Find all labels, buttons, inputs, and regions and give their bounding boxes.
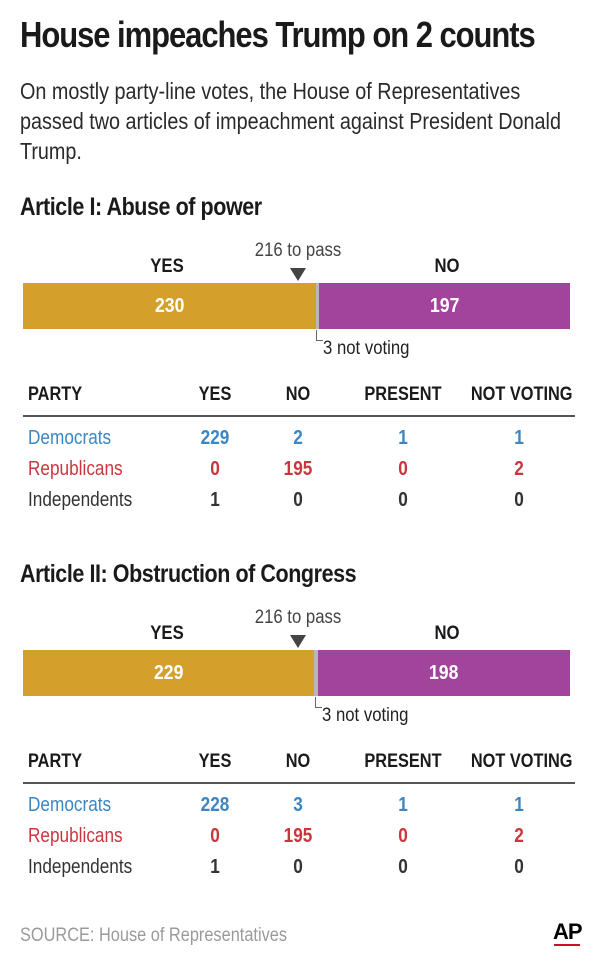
header-no: NO <box>285 384 311 405</box>
article-heading: Article II: Obstruction of Congress <box>20 560 357 588</box>
not-voting-bar-segment <box>315 283 320 329</box>
cell-not-voting: 1 <box>514 794 524 816</box>
page-subtitle: On mostly party-line votes, the House of… <box>20 78 561 164</box>
cell-not-voting: 1 <box>514 427 524 449</box>
yes-value-label: 230 <box>154 294 184 317</box>
yes-bar-segment: 229 <box>23 650 315 696</box>
page-title: House impeaches Trump on 2 counts <box>20 14 536 55</box>
cell-present: 0 <box>398 825 408 847</box>
header-party: PARTY <box>28 751 83 772</box>
article-heading: Article I: Abuse of power <box>20 193 262 221</box>
cell-yes: 0 <box>210 825 220 847</box>
cell-party: Democrats <box>28 794 112 816</box>
cell-yes: 229 <box>200 427 230 449</box>
table-row: Independents 1 0 0 0 <box>23 485 575 516</box>
not-voting-bar-segment <box>314 650 319 696</box>
cell-not-voting: 2 <box>514 458 524 480</box>
not-voting-connector <box>316 330 324 341</box>
cell-not-voting: 0 <box>514 489 524 511</box>
header-party: PARTY <box>28 384 83 405</box>
vote-bar: 229 198 <box>23 650 570 696</box>
cell-no: 195 <box>283 458 313 480</box>
source-note: SOURCE: House of Representatives <box>20 925 288 946</box>
no-bar-segment: 197 <box>319 283 570 329</box>
table-row: Republicans 0 195 0 2 <box>23 821 575 852</box>
ap-logo-underline <box>554 944 580 946</box>
header-present: PRESENT <box>364 751 442 772</box>
cell-present: 1 <box>398 794 408 816</box>
pass-threshold-label: 216 to pass <box>254 607 341 628</box>
cell-no: 195 <box>283 825 313 847</box>
header-not-voting: NOT VOTING <box>470 751 573 772</box>
cell-yes: 1 <box>210 489 220 511</box>
cell-no: 0 <box>293 489 303 511</box>
cell-party: Republicans <box>28 458 123 480</box>
table-row: Independents 1 0 0 0 <box>23 852 575 883</box>
header-no: NO <box>285 751 311 772</box>
cell-not-voting: 2 <box>514 825 524 847</box>
pass-threshold-marker <box>289 268 306 281</box>
pass-threshold-label: 216 to pass <box>254 240 341 261</box>
cell-no: 0 <box>293 856 303 878</box>
cell-no: 3 <box>293 794 303 816</box>
header-present: PRESENT <box>364 384 442 405</box>
no-label: NO <box>434 623 460 644</box>
table-row: Republicans 0 195 0 2 <box>23 454 575 485</box>
cell-yes: 0 <box>210 458 220 480</box>
cell-present: 1 <box>398 427 408 449</box>
header-yes: YES <box>198 384 232 405</box>
no-bar-segment: 198 <box>318 650 570 696</box>
not-voting-label: 3 not voting <box>322 705 409 726</box>
cell-yes: 228 <box>200 794 230 816</box>
no-label: NO <box>434 256 460 277</box>
header-not-voting: NOT VOTING <box>470 384 573 405</box>
table-row: Democrats 228 3 1 1 <box>23 790 575 821</box>
not-voting-label: 3 not voting <box>323 338 410 359</box>
yes-bar-segment: 230 <box>23 283 316 329</box>
table-header-row: PARTY YES NO PRESENT NOT VOTING <box>23 379 575 417</box>
cell-present: 0 <box>398 489 408 511</box>
cell-party: Independents <box>28 856 133 878</box>
header-yes: YES <box>198 751 232 772</box>
cell-party: Democrats <box>28 427 112 449</box>
cell-party: Republicans <box>28 825 123 847</box>
party-vote-table: PARTY YES NO PRESENT NOT VOTING Democrats 229 2… <box>23 379 575 516</box>
yes-label: YES <box>150 623 184 644</box>
vote-bar: 230 197 <box>23 283 570 329</box>
not-voting-connector <box>315 697 323 708</box>
cell-present: 0 <box>398 856 408 878</box>
table-header-row: PARTY YES NO PRESENT NOT VOTING <box>23 746 575 784</box>
cell-present: 0 <box>398 458 408 480</box>
cell-party: Independents <box>28 489 133 511</box>
yes-value-label: 229 <box>153 661 184 684</box>
cell-not-voting: 0 <box>514 856 524 878</box>
pass-threshold-marker <box>289 635 306 648</box>
no-value-label: 197 <box>430 294 460 317</box>
cell-yes: 1 <box>210 856 220 878</box>
cell-no: 2 <box>293 427 303 449</box>
ap-logo: AP <box>553 919 583 944</box>
party-vote-table: PARTY YES NO PRESENT NOT VOTING Democrats 228 3… <box>23 746 575 883</box>
no-value-label: 198 <box>429 661 459 684</box>
table-row: Democrats 229 2 1 1 <box>23 423 575 454</box>
yes-label: YES <box>150 256 184 277</box>
